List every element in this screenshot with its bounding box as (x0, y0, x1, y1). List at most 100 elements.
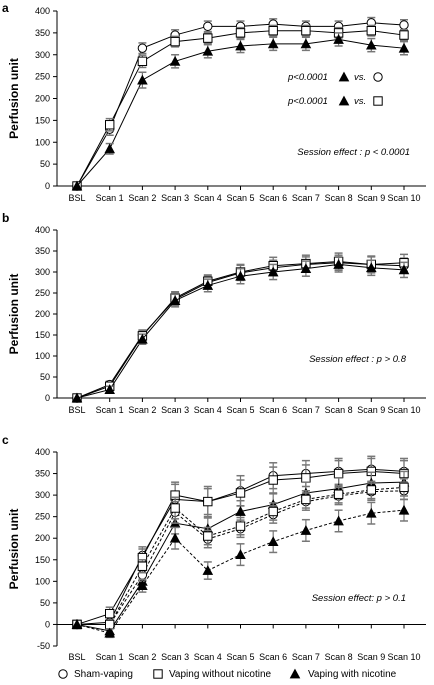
data-point-triangle (137, 333, 148, 344)
y-tick-label: 300 (35, 490, 50, 500)
data-point-square (105, 608, 115, 619)
y-tick-label: 300 (35, 267, 50, 277)
x-tick-label: Scan 4 (194, 193, 222, 203)
series-triangle-dashed (71, 498, 410, 639)
legend-label: Vaping with nicotine (308, 669, 397, 680)
data-point-triangle (202, 280, 214, 290)
data-point-square (399, 482, 409, 493)
y-tick-label: 200 (35, 309, 50, 319)
data-point-square (170, 36, 180, 47)
y-tick-label: 50 (40, 598, 50, 608)
x-tick-label: Scan 8 (325, 193, 353, 203)
data-point-triangle (71, 619, 83, 629)
x-tick-label: Scan 2 (128, 652, 156, 662)
y-tick-label: 250 (35, 72, 50, 82)
y-tick-label: 350 (35, 246, 50, 256)
data-point-square (203, 496, 213, 507)
data-point-triangle (235, 40, 246, 51)
x-tick-label: Scan 1 (96, 193, 124, 203)
data-point-triangle (71, 392, 83, 403)
data-point-square (333, 489, 344, 499)
y-tick-label: 100 (35, 576, 50, 586)
data-point-square (268, 25, 278, 36)
stat-triangle-marker (338, 71, 350, 82)
data-point-square (235, 488, 246, 498)
series-triangle (71, 256, 410, 403)
chart-panel-a: a 0 50 100 150 200 250 300 350 400 BSL Scan 1 Scan 2… (2, 1, 426, 203)
data-point-square (268, 475, 278, 485)
data-point-triangle (104, 627, 116, 638)
data-point-square (137, 56, 148, 67)
x-tick-label: Scan 3 (161, 193, 189, 203)
data-point-triangle (235, 549, 246, 559)
data-point-triangle (235, 506, 246, 516)
y-tick-label: 0 (45, 181, 50, 191)
y-tick-label: 100 (35, 351, 50, 361)
session-effect-note: Session effect: p > 0.1 (312, 593, 406, 604)
data-point-square (137, 561, 148, 571)
data-point-triangle (71, 180, 83, 191)
data-point-triangle (398, 504, 410, 515)
x-tick-label: Scan 3 (161, 405, 189, 415)
x-tick-label: Scan 9 (357, 405, 385, 415)
data-point-triangle (169, 532, 181, 543)
x-tick-label: Scan 5 (226, 405, 254, 415)
data-point-triangle (202, 45, 214, 56)
data-point-triangle (137, 580, 148, 591)
y-tick-label: 400 (35, 6, 50, 16)
y-tick-label: 50 (40, 159, 50, 169)
data-point-triangle (104, 384, 116, 394)
data-point-triangle (104, 143, 116, 154)
data-point-square (366, 485, 377, 495)
legend: Sham-vaping Vaping without nicotine Vaping… (58, 668, 397, 680)
x-tick-label: Scan 3 (161, 652, 189, 662)
chart-panel-c: c -50 0 50 100 150 200 250 300 350 400 BSL Scan 1 Sca… (2, 433, 426, 662)
y-tick-label: 0 (45, 619, 50, 629)
data-point-square (268, 506, 278, 517)
panel-label: c (2, 433, 9, 447)
panel-label: b (2, 211, 9, 225)
chart-panel-b: b 0 50 100 150 200 250 300 350 400 BSL Scan 1 Scan 2… (2, 211, 426, 415)
data-point-triangle (202, 565, 214, 575)
y-tick-label: 400 (35, 225, 50, 235)
legend-label: Vaping without nicotine (169, 669, 272, 680)
y-tick-label: 150 (35, 115, 50, 125)
x-tick-label: Scan 10 (387, 405, 420, 415)
legend-marker-triangle (289, 668, 301, 679)
y-tick-label: -50 (37, 641, 50, 651)
x-tick-label: Scan 7 (292, 652, 320, 662)
data-point-triangle (333, 34, 344, 44)
y-tick-label: 250 (35, 288, 50, 298)
data-point-triangle (300, 263, 312, 274)
x-tick-label: Scan 1 (96, 652, 124, 662)
data-point-square (235, 28, 246, 38)
data-point-triangle (365, 507, 377, 518)
y-tick-label: 150 (35, 330, 50, 340)
data-point-triangle (267, 536, 279, 547)
x-tick-label: Scan 4 (194, 652, 222, 662)
data-point-triangle (333, 259, 344, 269)
data-point-square (235, 521, 246, 531)
y-axis-label: Perfusion unit (7, 58, 21, 139)
data-point-square (203, 531, 213, 541)
session-effect-note: Session effect : p < 0.0001 (297, 147, 410, 158)
y-tick-label: 350 (35, 28, 50, 38)
data-point-triangle (333, 515, 344, 526)
panel-label: a (2, 1, 9, 15)
data-point-triangle (365, 262, 377, 273)
stat-vs: vs. (354, 72, 366, 83)
data-point-triangle (300, 525, 312, 535)
stat-p-value: p<0.0001 (287, 72, 328, 83)
x-tick-label: Scan 6 (259, 405, 287, 415)
series-line (76, 30, 405, 187)
x-tick-label: Scan 10 (387, 193, 420, 203)
stat-compare-marker (373, 96, 383, 106)
x-tick-label: BSL (68, 193, 85, 203)
data-point-square (333, 468, 344, 479)
data-point-square (301, 494, 311, 505)
y-tick-label: 150 (35, 555, 50, 565)
stat-p-value: p<0.0001 (287, 96, 328, 107)
x-tick-label: Scan 7 (292, 405, 320, 415)
x-tick-label: Scan 5 (226, 652, 254, 662)
stat-compare-marker (373, 72, 383, 82)
